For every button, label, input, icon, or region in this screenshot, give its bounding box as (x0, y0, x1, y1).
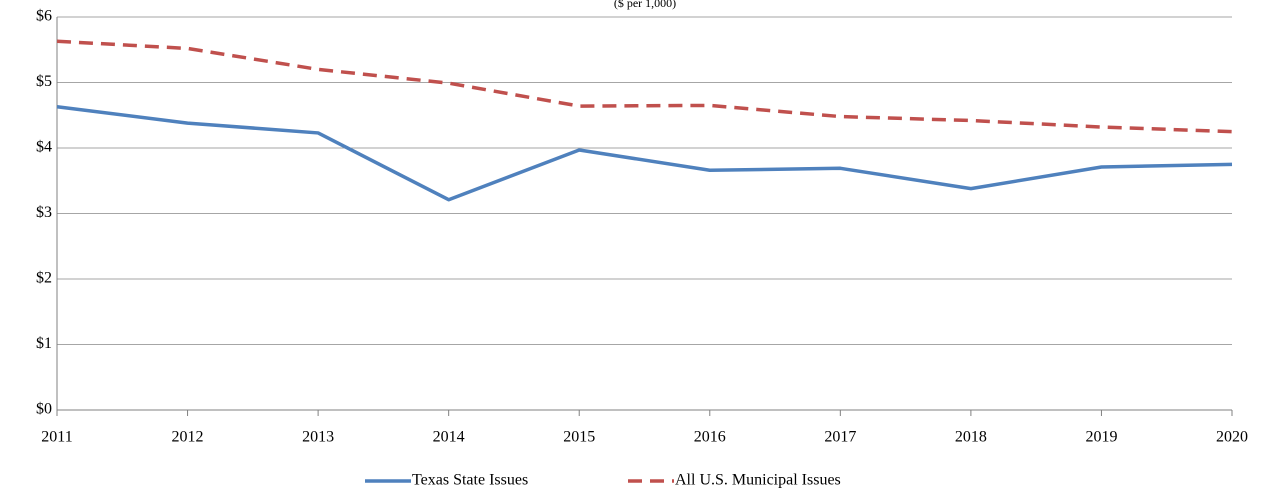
series-line (56, 39, 1233, 134)
y-tick-label: $5 (36, 73, 52, 90)
series-line (56, 104, 1233, 202)
x-tick-label: 2018 (955, 429, 987, 446)
legend-label: All U.S. Municipal Issues (675, 472, 841, 489)
y-tick-label: $4 (36, 139, 52, 156)
y-tick-label: $3 (36, 204, 52, 221)
x-tick-label: 2019 (1085, 429, 1117, 446)
x-tick-label: 2011 (41, 429, 72, 446)
y-tick-label: $0 (36, 401, 52, 418)
y-tick-label: $2 (36, 270, 52, 287)
chart-subtitle: ($ per 1,000) (614, 0, 676, 10)
x-tick-label: 2012 (172, 429, 204, 446)
x-tick-label: 2020 (1216, 429, 1248, 446)
x-tick-label: 2017 (824, 429, 856, 446)
x-tick-label: 2014 (433, 429, 465, 446)
legend-label: Texas State Issues (412, 472, 528, 489)
y-tick-label: $6 (36, 8, 52, 25)
x-tick-label: 2016 (694, 429, 726, 446)
x-tick-label: 2015 (563, 429, 595, 446)
y-tick-label: $1 (36, 335, 52, 352)
x-tick-label: 2013 (302, 429, 334, 446)
